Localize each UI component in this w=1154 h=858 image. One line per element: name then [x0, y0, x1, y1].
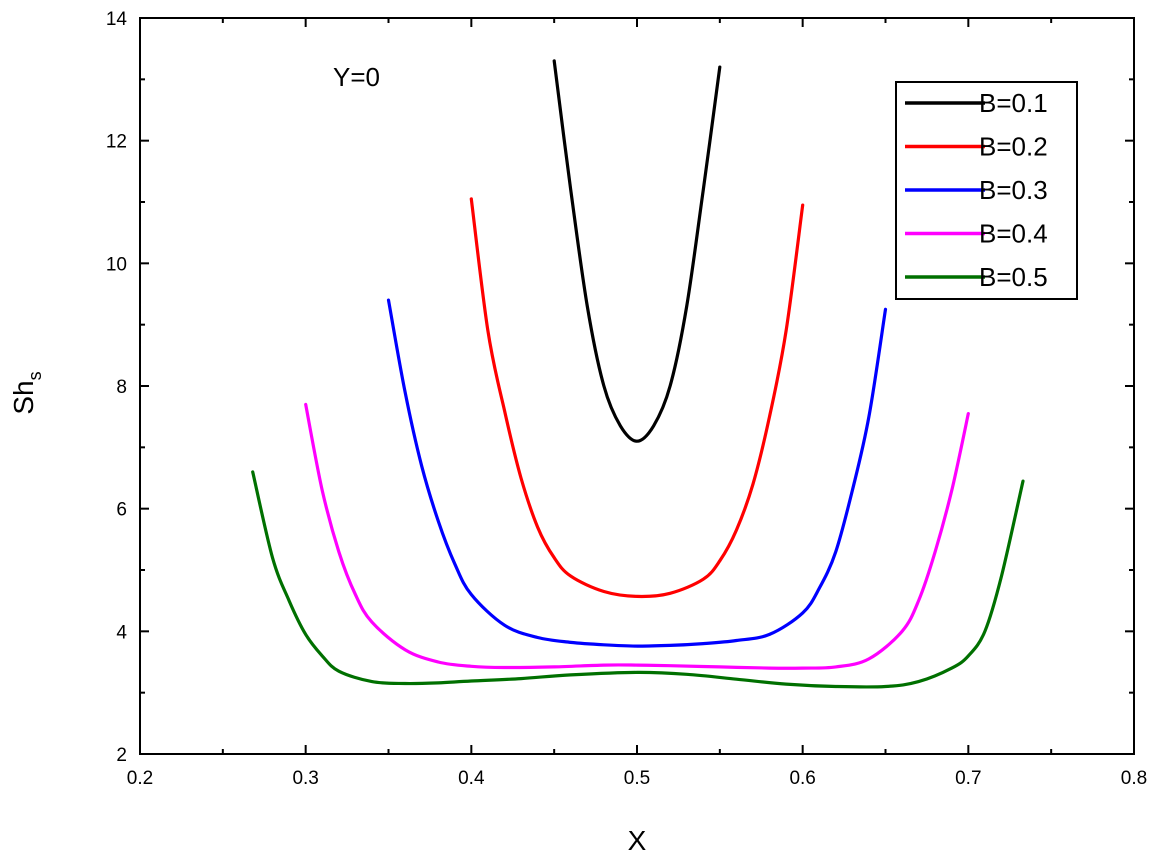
x-tick-label: 0.6 [789, 768, 815, 789]
series-line-3 [386, 298, 888, 648]
series-line-2 [469, 197, 805, 599]
series-lines [251, 59, 1025, 689]
series-line-5 [251, 470, 1025, 689]
y-axis-title-main: Sh [8, 380, 39, 414]
x-tick-label: 0.8 [1121, 768, 1147, 789]
legend-label: B=0.1 [979, 88, 1048, 118]
y-tick-label: 6 [116, 500, 127, 521]
y-axis-title: Shs [8, 371, 45, 414]
legend: B=0.1 B=0.2 B=0.3 B=0.4 B=0.5 [895, 81, 1078, 300]
series-line-4 [304, 402, 970, 670]
series-line-1 [552, 59, 722, 443]
x-tick-label: 0.4 [458, 768, 485, 789]
y-tick-label: 4 [116, 622, 127, 643]
axis-ticks [139, 17, 1135, 755]
x-tick-label: 0.7 [955, 768, 981, 789]
x-tick-label: 0.5 [624, 768, 650, 789]
x-tick-label: 0.3 [292, 768, 318, 789]
y-tick-label: 8 [116, 377, 127, 398]
y-tick-label: 2 [116, 745, 127, 766]
x-axis-title: X [628, 825, 647, 856]
legend-label: B=0.2 [979, 132, 1048, 162]
legend-items: B=0.1 B=0.2 B=0.3 B=0.4 B=0.5 [905, 88, 1048, 292]
legend-label: B=0.4 [979, 219, 1048, 249]
legend-label: B=0.3 [979, 175, 1048, 205]
y-tick-label: 14 [106, 9, 128, 30]
tick-labels: 0.2 0.3 0.4 0.5 0.6 0.7 0.8 2 4 6 8 10 12 14 [106, 9, 1147, 789]
y-tick-label: 10 [106, 254, 127, 275]
y-tick-label: 12 [106, 132, 127, 153]
annotation-y0: Y=0 [333, 62, 380, 92]
y-axis-title-subscript: s [25, 371, 45, 380]
legend-label: B=0.5 [979, 262, 1048, 292]
svg-text:Shs: Shs [8, 371, 45, 414]
x-tick-label: 0.2 [127, 768, 153, 789]
